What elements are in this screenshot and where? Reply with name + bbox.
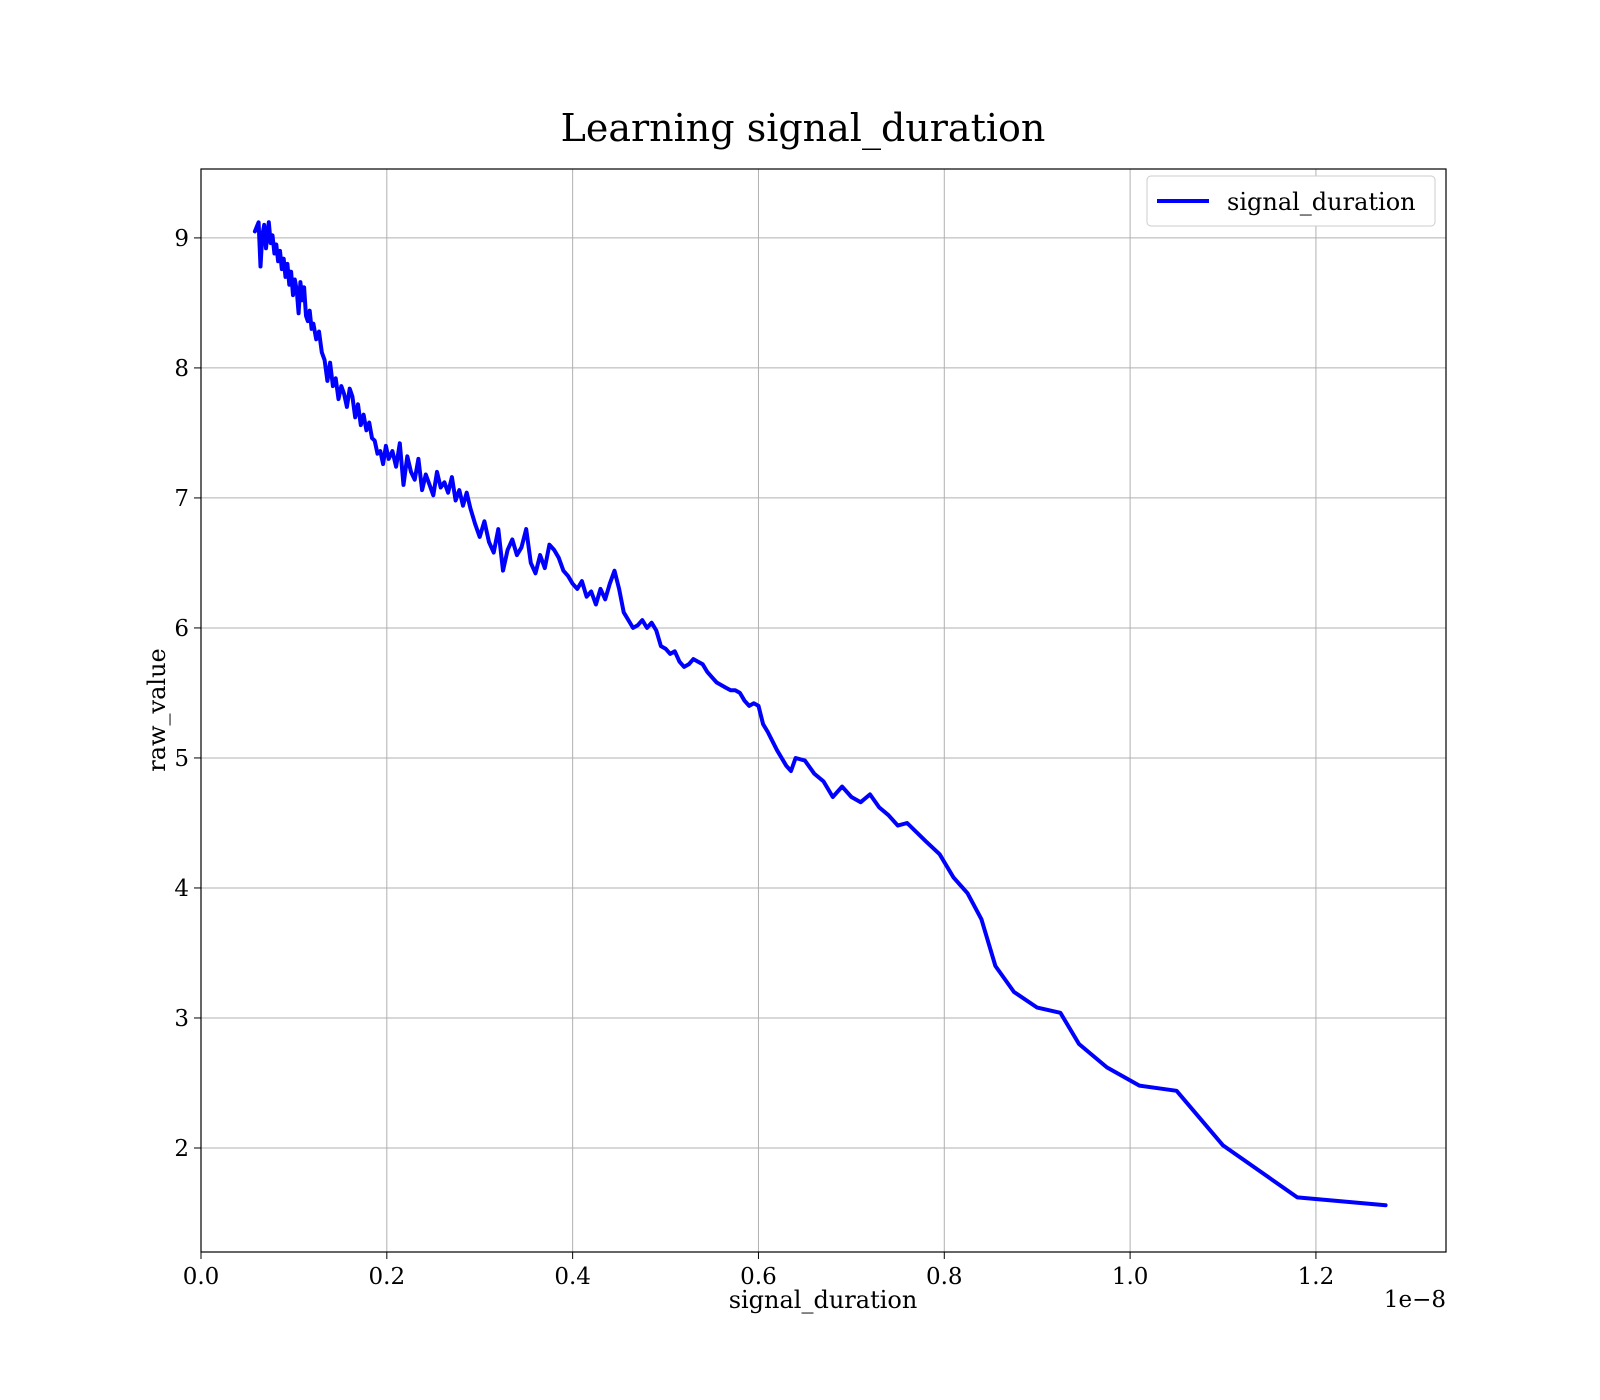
plot-frame xyxy=(200,168,1447,1253)
ticks: 0.0 0.2 0.4 0.6 0.8 1.0 1.2 2 3 4 5 6 7 8 9 xyxy=(174,226,1334,1290)
x-tick-label: 0.8 xyxy=(926,1264,963,1290)
y-tick-label: 6 xyxy=(174,616,189,642)
series-line xyxy=(252,220,1388,1208)
legend-label: signal_duration xyxy=(1227,188,1416,216)
y-axis-label: raw_value xyxy=(143,648,171,772)
y-tick-label: 2 xyxy=(174,1136,189,1162)
x-tick-label: 0.0 xyxy=(183,1264,220,1290)
x-tick-label: 0.2 xyxy=(369,1264,406,1290)
y-tick-label: 4 xyxy=(174,876,189,902)
y-tick-label: 7 xyxy=(174,486,189,512)
grid xyxy=(200,169,1446,1252)
x-axis-label: signal_duration xyxy=(729,1286,918,1314)
series-layer xyxy=(252,220,1388,1208)
chart-title: Learning signal_duration xyxy=(561,106,1046,151)
x-tick-label: 0.6 xyxy=(740,1264,777,1290)
legend: signal_duration xyxy=(1146,175,1436,227)
y-tick-label: 5 xyxy=(174,746,189,772)
x-tick-label: 1.2 xyxy=(1298,1264,1335,1290)
x-tick-label: 1.0 xyxy=(1112,1264,1149,1290)
x-tick-label: 0.4 xyxy=(554,1264,591,1290)
y-tick-label: 8 xyxy=(174,356,189,382)
y-tick-label: 9 xyxy=(174,226,189,252)
x-offset-text: 1e−8 xyxy=(1384,1287,1446,1313)
legend-box xyxy=(1146,175,1436,227)
y-tick-label: 3 xyxy=(174,1006,189,1032)
